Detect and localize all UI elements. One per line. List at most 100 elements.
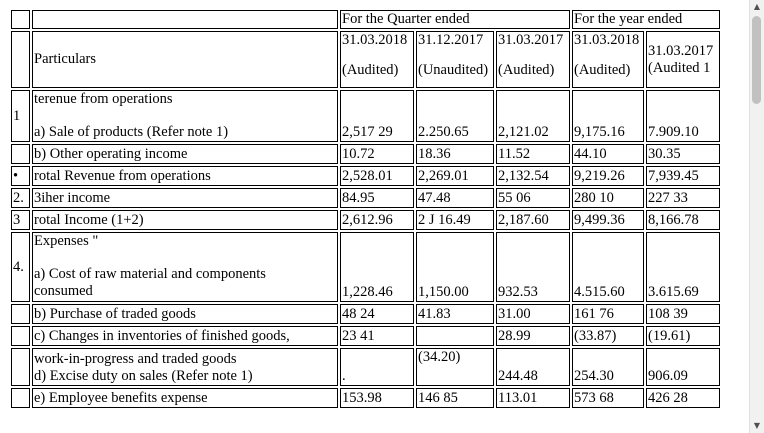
value-cell: 47.48 [416,188,494,208]
value-cell: 2.250.65 [416,90,494,142]
value-cell: 280 10 [572,188,644,208]
value-cell [416,326,494,346]
value-cell: 1,228.46 [340,232,414,302]
blank-cell [11,348,30,386]
value-cell: 254.30 [572,348,644,386]
scroll-up-arrow-icon[interactable]: ▲ [753,2,761,11]
value-cell: 55 06 [496,188,570,208]
line-item-label: rotal Income (1+2) [32,210,338,230]
value-cell: 153.98 [340,388,414,408]
table-row: work-in-progress and traded goods d) Exc… [11,348,720,386]
value-cell: 113.01 [496,388,570,408]
row-number: 1 [11,90,30,142]
line-item-label: 3iher income [32,188,338,208]
value-cell: 1,150.00 [416,232,494,302]
value-cell: (19.61) [646,326,720,346]
value-cell: 7.909.10 [646,90,720,142]
value-cell: 4.515.60 [572,232,644,302]
blank-cell [32,10,338,29]
value-cell: 10.72 [340,144,414,164]
date-header-q4-2017: 31.03.2017 (Audited) [496,31,570,88]
value-cell: 9,175.16 [572,90,644,142]
particulars-cell: Expenses " a) Cost of raw material and c… [32,232,338,302]
line-item-label: b) Other operating income [32,144,338,164]
particulars-cell: terenue from operations a) Sale of produ… [32,90,338,142]
value-cell: 7,939.45 [646,166,720,186]
date-label: 31.03.2018 [574,32,640,48]
value-cell: 2,121.02 [496,90,570,142]
section-heading: terenue from operations [34,91,173,107]
date-label: 31.03.2018 [342,32,408,48]
date-header-fy-2017: 31.03.2017 (Audited 1 [646,31,720,88]
audit-status: (Audited) [342,62,399,78]
table-row: c) Changes in inventories of finished go… [11,326,720,346]
value-cell: 426 28 [646,388,720,408]
value-cell: 30.35 [646,144,720,164]
value-cell: 9,499.36 [572,210,644,230]
value-cell: 44.10 [572,144,644,164]
expenses-section-row: 4. Expenses " a) Cost of raw material an… [11,232,720,302]
value-cell: 8,166.78 [646,210,720,230]
table-row: b) Other operating income 10.72 18.36 11… [11,144,720,164]
date-label: 31.03.2017 [498,32,564,48]
line-item-label: work-in-progress and traded goods [34,351,237,367]
value-cell: 3.615.69 [646,232,720,302]
row-number: 2. [11,188,30,208]
audit-status: (Audited) [498,62,555,78]
value-cell: 84.95 [340,188,414,208]
blank-cell [11,388,30,408]
scroll-down-arrow-icon[interactable]: ▼ [753,421,761,430]
value-cell: 932.53 [496,232,570,302]
line-item-label: a) Sale of products (Refer note 1) [34,124,229,140]
line-item-label: b) Purchase of traded goods [32,304,338,324]
line-item-label: consumed [34,283,93,299]
blank-cell [11,10,30,29]
value-cell: 18.36 [416,144,494,164]
blank-cell [11,304,30,324]
value-cell: 2,528.01 [340,166,414,186]
revenue-section-row: 1 terenue from operations a) Sale of pro… [11,90,720,142]
table-row: 3 rotal Income (1+2) 2,612.96 2 J 16.49 … [11,210,720,230]
particulars-header: Particulars [32,31,338,88]
line-item-label: d) Excise duty on sales (Refer note 1) [34,368,253,384]
date-label: 31.03.2017 [648,42,714,59]
date-header-q3-2017: 31.12.2017 (Unaudited) [416,31,494,88]
value-cell: 2,517 29 [340,90,414,142]
year-period-header: For the year ended [572,10,720,29]
date-header-q4-2018: 31.03.2018 (Audited) [340,31,414,88]
row-number: 4. [11,232,30,302]
date-header-fy-2018: 31.03.2018 (Audited) [572,31,644,88]
table-row: e) Employee benefits expense 153.98 146 … [11,388,720,408]
value-cell: (34.20) [416,348,494,386]
audit-status: (Unaudited) [418,62,489,78]
table-row: b) Purchase of traded goods 48 24 41.83 … [11,304,720,324]
value-cell: 41.83 [416,304,494,324]
value-cell: 161 76 [572,304,644,324]
line-item-label: rotal Revenue from operations [32,166,338,186]
row-number: • [11,166,30,186]
value-cell: 2,612.96 [340,210,414,230]
value-cell: 9,219.26 [572,166,644,186]
value-cell: 108 39 [646,304,720,324]
quarter-period-header: For the Quarter ended [340,10,570,29]
financial-results-table: For the Quarter ended For the year ended… [9,8,722,410]
period-header-row: For the Quarter ended For the year ended [11,10,720,29]
audit-status: (Audited 1 [648,59,711,76]
value-cell: 227 33 [646,188,720,208]
value-cell: (33.87) [572,326,644,346]
vertical-scrollbar[interactable]: ▲ ▼ [749,0,764,433]
scrollbar-thumb[interactable] [752,16,761,104]
table-row: • rotal Revenue from operations 2,528.01… [11,166,720,186]
date-header-row: Particulars 31.03.2018 (Audited) 31.12.2… [11,31,720,88]
value-cell: 906.09 [646,348,720,386]
particulars-cell: work-in-progress and traded goods d) Exc… [32,348,338,386]
value-cell: 23 41 [340,326,414,346]
section-heading: Expenses " [34,233,99,249]
blank-cell [11,31,30,88]
value-cell: 244.48 [496,348,570,386]
value-cell: 146 85 [416,388,494,408]
blank-cell [11,326,30,346]
value-cell: 2 J 16.49 [416,210,494,230]
table-row: 2. 3iher income 84.95 47.48 55 06 280 10… [11,188,720,208]
